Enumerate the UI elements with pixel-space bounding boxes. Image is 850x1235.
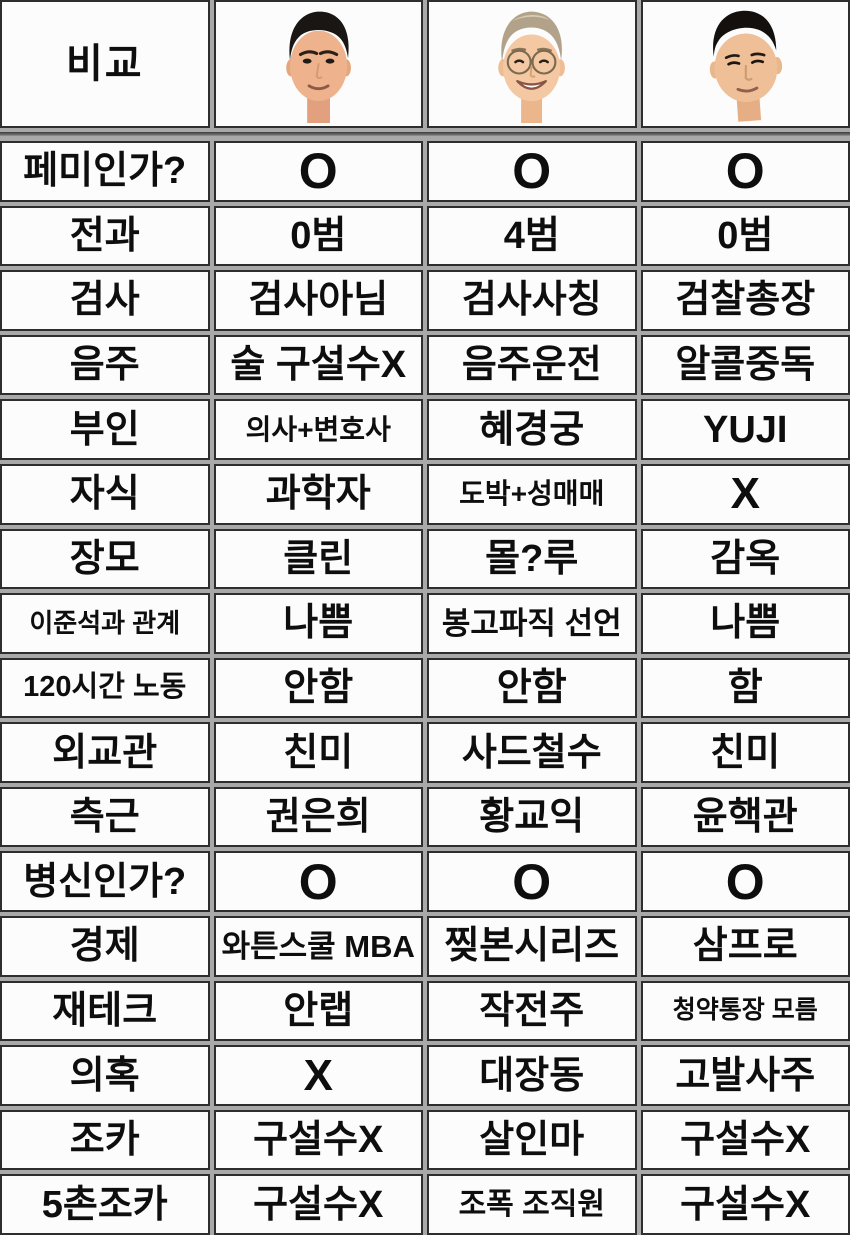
value-cell: 0범 <box>640 205 850 267</box>
value-cell: 감옥 <box>640 528 850 590</box>
ahn-cheolsoo-face-photo <box>285 11 351 123</box>
row-label-cell: 전과 <box>0 205 210 267</box>
value-cell: 몰?루 <box>427 528 637 590</box>
value-cell: 조폭 조직원 <box>427 1174 637 1235</box>
candidate-photo-cell <box>427 0 637 128</box>
row-label-cell: 조카 <box>0 1109 210 1171</box>
yoon-sukyeol-face-photo <box>709 10 782 122</box>
value-cell: 함 <box>640 657 850 719</box>
value-cell: 의사+변호사 <box>213 399 423 460</box>
row-label-cell: 음주 <box>0 334 210 396</box>
value-cell: 안랩 <box>213 980 423 1042</box>
value-cell: 검사아님 <box>213 270 423 331</box>
row-label-cell: 페미인가? <box>0 141 210 202</box>
value-cell: 알콜중독 <box>640 334 850 396</box>
value-cell: 나쁨 <box>213 593 423 654</box>
value-cell: X <box>640 463 850 525</box>
value-cell: 과학자 <box>213 463 423 525</box>
value-cell: X <box>213 1045 423 1106</box>
value-cell: 황교익 <box>427 786 637 848</box>
value-cell: 클린 <box>213 528 423 590</box>
row-label-cell: 재테크 <box>0 980 210 1042</box>
value-cell: 0범 <box>213 205 423 267</box>
value-cell: 안함 <box>427 657 637 719</box>
row-label-cell: 검사 <box>0 270 210 331</box>
value-cell: 구설수X <box>213 1174 423 1235</box>
value-cell: O <box>213 851 423 913</box>
value-cell: 권은희 <box>213 786 423 848</box>
value-cell: 구설수X <box>640 1174 850 1235</box>
value-cell: 혜경궁 <box>427 399 637 460</box>
value-cell: 안함 <box>213 657 423 719</box>
value-cell: 윤핵관 <box>640 786 850 848</box>
value-cell: 친미 <box>640 722 850 783</box>
candidate-photo-cell <box>640 0 850 128</box>
row-label-cell: 외교관 <box>0 722 210 783</box>
value-cell: 나쁨 <box>640 593 850 654</box>
row-label-cell: 120시간 노동 <box>0 657 210 719</box>
value-cell: 고발사주 <box>640 1045 850 1106</box>
value-cell: 술 구설수X <box>213 334 423 396</box>
row-label-cell: 이준석과 관계 <box>0 593 210 654</box>
value-cell: 음주운전 <box>427 334 637 396</box>
row-label-cell: 병신인가? <box>0 851 210 913</box>
value-cell: YUJI <box>640 399 850 460</box>
value-cell: O <box>640 141 850 202</box>
value-cell: 도박+성매매 <box>427 463 637 525</box>
value-cell: 검찰총장 <box>640 270 850 331</box>
value-cell: 청약통장 모름 <box>640 980 850 1042</box>
value-cell: 삼프로 <box>640 916 850 977</box>
value-cell: O <box>427 851 637 913</box>
row-label-cell: 경제 <box>0 916 210 977</box>
candidate-photo-cell <box>213 0 423 128</box>
row-label-cell: 장모 <box>0 528 210 590</box>
value-cell: 작전주 <box>427 980 637 1042</box>
value-cell: 검사사칭 <box>427 270 637 331</box>
value-cell: 구설수X <box>640 1109 850 1171</box>
value-cell: 사드철수 <box>427 722 637 783</box>
row-label-cell: 5촌조카 <box>0 1174 210 1235</box>
value-cell: 봉고파직 선언 <box>427 593 637 654</box>
value-cell: 친미 <box>213 722 423 783</box>
lee-jaemyung-face-photo <box>498 11 566 123</box>
value-cell: O <box>427 141 637 202</box>
value-cell: 살인마 <box>427 1109 637 1171</box>
row-label-cell: 의혹 <box>0 1045 210 1106</box>
value-cell: 구설수X <box>213 1109 423 1171</box>
value-cell: 찢본시리즈 <box>427 916 637 977</box>
header-divider <box>0 132 850 137</box>
corner-header-cell: 비교 <box>0 0 210 128</box>
row-label-cell: 자식 <box>0 463 210 525</box>
value-cell: O <box>213 141 423 202</box>
row-label-cell: 측근 <box>0 786 210 848</box>
value-cell: 대장동 <box>427 1045 637 1106</box>
value-cell: 와튼스쿨 MBA <box>213 916 423 977</box>
value-cell: O <box>640 851 850 913</box>
row-label-cell: 부인 <box>0 399 210 460</box>
value-cell: 4범 <box>427 205 637 267</box>
